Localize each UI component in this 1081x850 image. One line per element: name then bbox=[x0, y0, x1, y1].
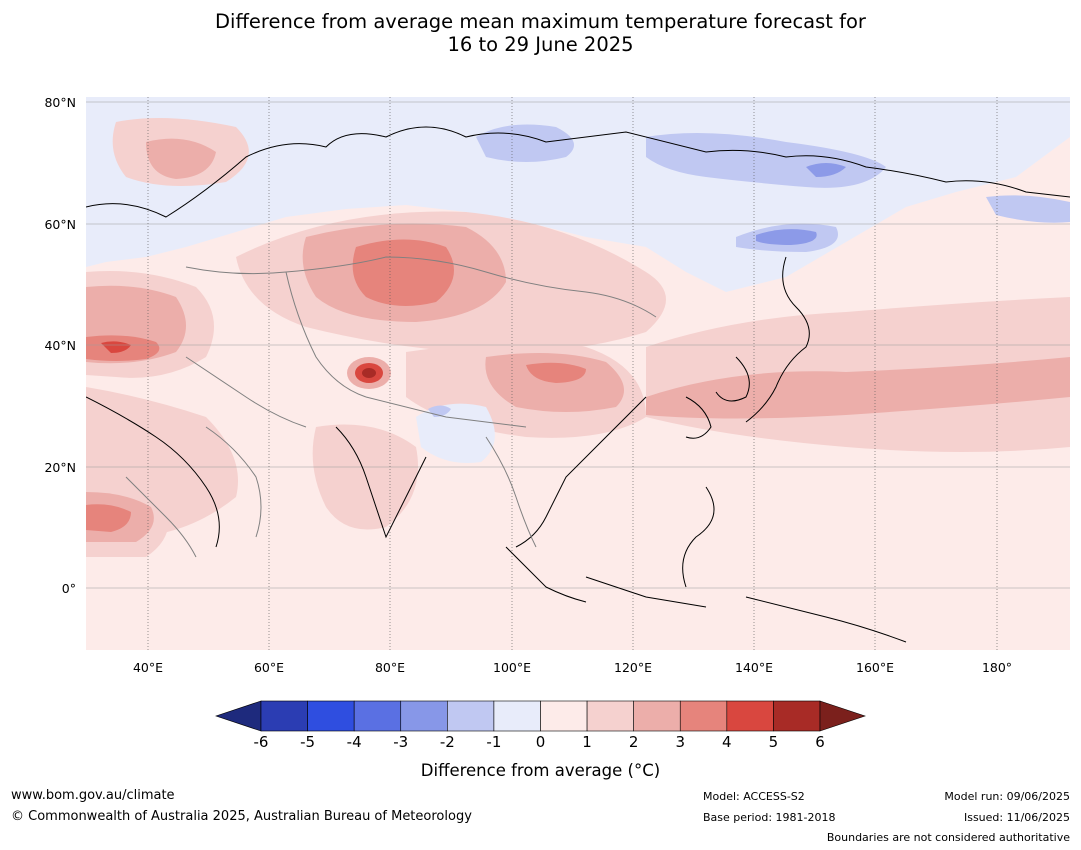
colorbar-segment bbox=[307, 700, 355, 732]
colorbar-tick-label: 2 bbox=[628, 733, 639, 751]
colorbar-segment bbox=[679, 700, 728, 732]
forecast-map bbox=[86, 97, 1070, 650]
colorbar-tick-label: 1 bbox=[582, 733, 592, 751]
lon-label-40e: 40°E bbox=[132, 660, 164, 675]
colorbar-tick-label: -3 bbox=[393, 733, 409, 751]
lat-label-20n: 20°N bbox=[44, 460, 76, 475]
anomaly-region-arctic-cooler bbox=[806, 163, 846, 177]
lat-label-60n: 60°N bbox=[44, 217, 76, 232]
lat-label-0: 0° bbox=[61, 581, 76, 596]
footer-url: www.bom.gov.au/climate bbox=[11, 788, 175, 803]
coastlines bbox=[86, 126, 1070, 643]
lon-label-160e: 160°E bbox=[855, 660, 895, 675]
colorbar bbox=[215, 700, 866, 732]
colorbar-segment bbox=[726, 700, 774, 732]
colorbar-tick-label: -4 bbox=[346, 733, 362, 751]
anomaly-region-china-hot bbox=[526, 362, 586, 383]
title-line-2: 16 to 29 June 2025 bbox=[447, 33, 634, 56]
map-canvas bbox=[86, 97, 1070, 650]
chart-title: Difference from average mean maximum tem… bbox=[0, 10, 1081, 56]
colorbar-segment bbox=[540, 700, 588, 732]
anomaly-region-okhotsk-cooler bbox=[756, 229, 817, 245]
lat-label-80n: 80°N bbox=[44, 95, 76, 110]
lon-label-60e: 60°E bbox=[253, 660, 285, 675]
colorbar-segment bbox=[773, 700, 821, 732]
lon-label-100e: 100°E bbox=[492, 660, 532, 675]
title-line-1: Difference from average mean maximum tem… bbox=[215, 10, 866, 33]
anomaly-region-barents-warmer bbox=[146, 138, 216, 179]
graticule bbox=[86, 101, 1070, 589]
colorbar-segment bbox=[400, 700, 448, 732]
anomaly-region-pacific-warmer bbox=[646, 357, 1070, 419]
colorbar-tick-label: 4 bbox=[722, 733, 732, 751]
colorbar-tick-label: 3 bbox=[675, 733, 686, 751]
colorbar-tick-label: -5 bbox=[300, 733, 316, 751]
anomaly-region-karakoram-hottest bbox=[362, 368, 376, 378]
colorbar-extend-high bbox=[819, 700, 866, 732]
colorbar-tick-label: -6 bbox=[253, 733, 269, 751]
anomaly-region-siberia-cool bbox=[476, 124, 574, 162]
colorbar-segment bbox=[633, 700, 681, 732]
lon-label-80e: 80°E bbox=[374, 660, 406, 675]
anomaly-region-mongolia-hot bbox=[352, 239, 454, 306]
anomaly-region-caspian-hotter bbox=[101, 341, 131, 353]
colorbar-segment bbox=[586, 700, 634, 732]
footer-disclaimer: Boundaries are not considered authoritat… bbox=[826, 831, 1070, 844]
footer-copyright: © Commonwealth of Australia 2025, Austra… bbox=[11, 809, 472, 824]
colorbar-segment bbox=[353, 700, 402, 732]
colorbar-segment bbox=[260, 700, 308, 732]
anomaly-region-tibet-cool bbox=[416, 403, 495, 463]
lon-label-180: 180° bbox=[981, 660, 1013, 675]
meridians bbox=[147, 97, 998, 650]
colorbar-tick-label: -2 bbox=[439, 733, 455, 751]
footer-issued: Issued: 11/06/2025 bbox=[963, 811, 1070, 824]
colorbar-segment bbox=[447, 700, 495, 732]
lon-label-120e: 120°E bbox=[613, 660, 653, 675]
colorbar-title: Difference from average (°C) bbox=[420, 761, 661, 780]
lat-label-40n: 40°N bbox=[44, 338, 76, 353]
footer-base-period: Base period: 1981-2018 bbox=[703, 811, 836, 824]
footer-model: Model: ACCESS-S2 bbox=[703, 790, 805, 803]
anomaly-region-kamchatka-cool bbox=[986, 195, 1070, 223]
country-borders bbox=[125, 256, 657, 558]
colorbar-tick-label: 0 bbox=[535, 733, 546, 751]
colorbar-tick-label: 5 bbox=[768, 733, 779, 751]
colorbar-tick-label: 6 bbox=[815, 733, 825, 751]
colorbar-segment bbox=[493, 700, 541, 732]
anomaly-region-horn-hot bbox=[86, 504, 131, 532]
footer-model-run: Model run: 09/06/2025 bbox=[944, 790, 1070, 803]
anomaly-region-india-warm bbox=[312, 424, 418, 530]
colorbar-extend-low bbox=[215, 700, 262, 732]
colorbar-tick-label: -1 bbox=[486, 733, 502, 751]
lon-label-140e: 140°E bbox=[734, 660, 774, 675]
